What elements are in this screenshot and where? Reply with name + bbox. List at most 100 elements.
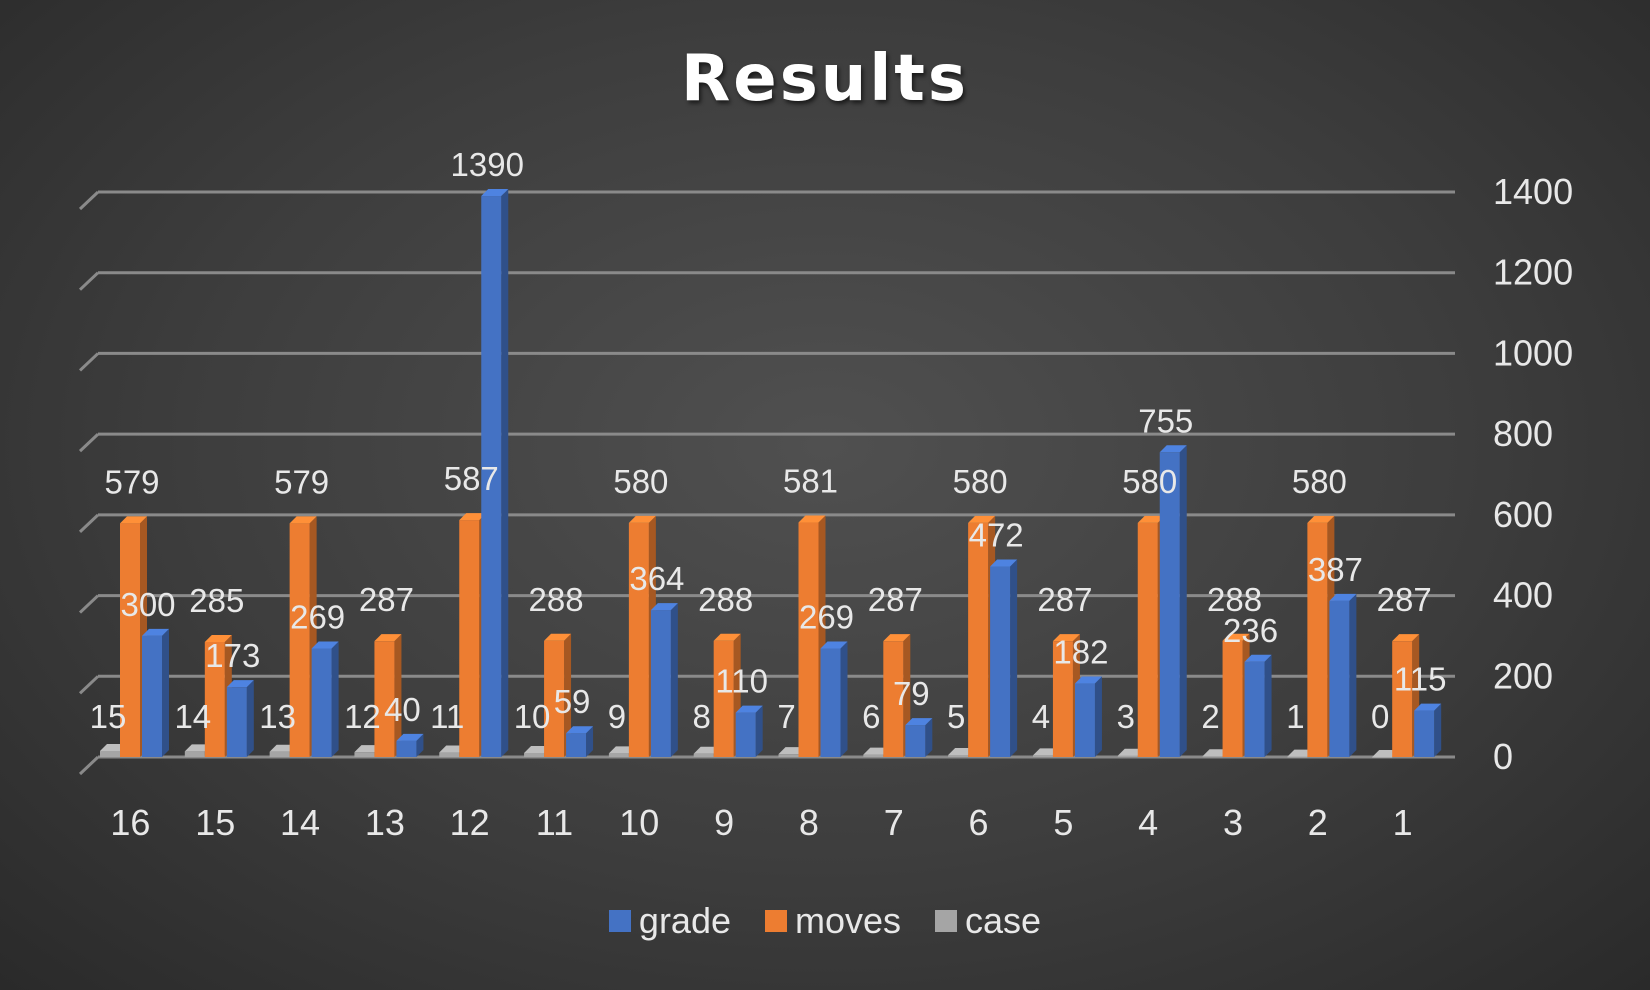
bar-grade-top xyxy=(1414,703,1442,711)
bar-grade-front xyxy=(142,635,162,757)
bar-grade-side xyxy=(1179,445,1187,757)
bar-moves-front xyxy=(713,640,734,757)
data-label-case: 11 xyxy=(430,698,464,735)
bar-grade-side xyxy=(670,603,678,757)
data-label-moves: 579 xyxy=(274,463,329,500)
bar-case-front xyxy=(948,754,969,757)
legend-label: case xyxy=(965,900,1042,941)
x-tick-label: 12 xyxy=(450,802,490,843)
legend-item-case: case xyxy=(935,900,1041,942)
legend-swatch xyxy=(765,910,787,932)
gridline-edge xyxy=(78,352,100,372)
x-tick-label: 1 xyxy=(1393,802,1413,843)
bar-moves-top xyxy=(628,515,656,523)
y-tick-label: 600 xyxy=(1493,494,1553,535)
x-tick-label: 14 xyxy=(280,802,320,843)
bar-moves-top xyxy=(713,633,741,641)
bar-grade-front xyxy=(1074,683,1095,757)
bar-grade-front xyxy=(1244,661,1265,757)
x-tick-label: 8 xyxy=(799,802,819,843)
x-tick-label: 15 xyxy=(195,802,235,843)
bar-grade-side xyxy=(925,718,933,757)
data-label-grade: 40 xyxy=(384,691,421,728)
bar-moves-top xyxy=(1307,515,1335,523)
bar-case-front xyxy=(693,753,714,757)
bar-case-front xyxy=(269,751,290,757)
bar-moves-front xyxy=(883,641,904,757)
data-label-moves: 580 xyxy=(613,463,668,500)
bar-grade-top xyxy=(1329,593,1357,601)
data-label-moves: 287 xyxy=(359,581,414,618)
bar-moves-side xyxy=(564,633,572,757)
bar-case-front xyxy=(1117,755,1138,757)
data-label-case: 1 xyxy=(1286,698,1304,735)
bar-case-front xyxy=(439,752,460,757)
bar-case-front xyxy=(524,752,545,757)
x-tick-label: 4 xyxy=(1138,802,1158,843)
data-label-case: 9 xyxy=(608,698,626,735)
legend: grade moves case xyxy=(0,900,1650,942)
bar-grade-front xyxy=(566,733,587,757)
gridline-edge xyxy=(78,190,100,211)
bar-moves xyxy=(798,515,826,757)
data-label-case: 14 xyxy=(174,698,211,735)
bar-grade-top xyxy=(396,733,424,741)
bar-grade xyxy=(1159,445,1187,757)
bar-grade-front xyxy=(905,725,926,757)
bar-moves-top xyxy=(968,515,996,523)
data-label-moves: 579 xyxy=(104,463,159,500)
bar-grade xyxy=(142,628,169,757)
bar-moves-top xyxy=(1222,633,1250,641)
bar-grade-top xyxy=(905,718,933,726)
bar-case-front xyxy=(1032,755,1053,757)
gridline-edge xyxy=(78,433,100,453)
data-label-moves: 287 xyxy=(1037,581,1092,618)
bar-grade-side xyxy=(246,680,254,757)
bar-grade-top xyxy=(1074,676,1102,684)
data-label-grade: 300 xyxy=(120,586,175,623)
chart-title: Results xyxy=(681,42,969,116)
bar-grade xyxy=(1329,593,1357,757)
data-label-case: 2 xyxy=(1201,698,1219,735)
data-label-grade: 236 xyxy=(1223,612,1278,649)
bar-grade-front xyxy=(820,648,841,757)
bar-grade-top xyxy=(566,726,594,734)
legend-item-grade: grade xyxy=(608,900,731,942)
x-tick-label: 7 xyxy=(884,802,904,843)
bar-grade-top xyxy=(226,680,254,688)
data-label-case: 12 xyxy=(344,698,381,735)
x-tick-label: 5 xyxy=(1053,802,1073,843)
bar-moves-front xyxy=(374,641,395,757)
bar-moves-top xyxy=(120,516,147,524)
bar-grade xyxy=(566,726,594,757)
bar-grade-front xyxy=(650,610,671,757)
data-label-grade: 472 xyxy=(969,517,1024,554)
bar-moves-top xyxy=(544,633,572,641)
bar-moves-front xyxy=(1137,522,1158,757)
bar-moves-front xyxy=(798,522,819,757)
bar-moves-side xyxy=(394,634,402,757)
bar-moves xyxy=(374,634,402,757)
bar-moves-top xyxy=(374,634,402,642)
data-label-case: 6 xyxy=(862,698,880,735)
x-tick-label: 10 xyxy=(619,802,659,843)
data-label-moves: 580 xyxy=(953,463,1008,500)
bar-grade-front xyxy=(396,740,417,757)
data-label-case: 13 xyxy=(259,698,296,735)
legend-swatch xyxy=(935,910,958,932)
bar-grade-front xyxy=(735,712,756,757)
bar-grade-side xyxy=(755,705,763,757)
bar-grade xyxy=(226,680,254,757)
data-label-grade: 59 xyxy=(554,683,591,720)
bar-grade xyxy=(311,641,339,757)
bar-grade xyxy=(1414,703,1442,757)
y-tick-label: 200 xyxy=(1493,655,1553,696)
bar-grade-front xyxy=(1414,710,1435,757)
data-label-case: 7 xyxy=(777,698,795,735)
data-label-moves: 288 xyxy=(1207,581,1262,618)
bar-grade-side xyxy=(501,189,509,758)
bar-moves-top xyxy=(289,516,317,524)
legend-label: moves xyxy=(795,900,902,941)
bar-moves-top xyxy=(883,634,911,642)
y-tick-label: 1200 xyxy=(1493,252,1573,293)
